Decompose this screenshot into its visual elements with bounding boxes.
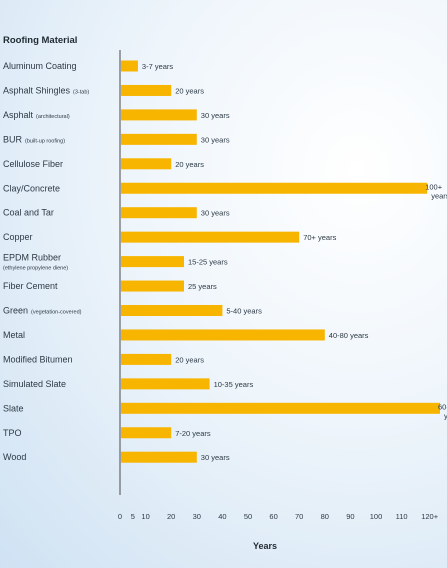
category-label: Aluminum Coating bbox=[3, 61, 77, 71]
bar bbox=[121, 60, 138, 72]
bar-value-label: 30 years bbox=[201, 453, 230, 462]
category-label: Wood bbox=[3, 452, 26, 462]
bar-value-label: 40-80 years bbox=[329, 331, 369, 340]
bar-value-label: 5-40 years bbox=[226, 307, 262, 316]
bar-value-label: 20 years bbox=[175, 355, 204, 364]
x-tick-label: 5 bbox=[131, 512, 135, 521]
bar-value-label: 10-35 years bbox=[214, 380, 254, 389]
bar-value-label: 20 years bbox=[175, 160, 204, 169]
category-label: Simulated Slate bbox=[3, 379, 66, 389]
bars-group: 3-7 years 20 years 30 years 30 years 20 year… bbox=[121, 60, 447, 463]
category-note: (architectural) bbox=[36, 114, 70, 120]
bar bbox=[121, 158, 172, 170]
bar bbox=[121, 402, 440, 414]
bar bbox=[121, 84, 172, 96]
bar bbox=[121, 231, 300, 243]
category-label: Copper bbox=[3, 232, 33, 242]
bar bbox=[121, 182, 428, 194]
bar-value-label: 15-25 years bbox=[188, 258, 228, 267]
bar-value-label: 25 years bbox=[188, 282, 217, 291]
category-note: (built-up roofing) bbox=[25, 138, 65, 144]
category-label: Coal and Tar bbox=[3, 208, 54, 218]
x-tick-label: 110 bbox=[396, 512, 408, 521]
category-label: BUR bbox=[3, 134, 23, 144]
bar bbox=[121, 305, 223, 316]
category-label: Cellulose Fiber bbox=[3, 159, 63, 169]
category-note: (ethylene propylene diene) bbox=[3, 266, 68, 272]
category-label: Asphalt Shingles bbox=[3, 85, 71, 95]
bar bbox=[121, 427, 172, 439]
bar-value-label: 7-20 years bbox=[175, 429, 211, 438]
category-note: (3-tab) bbox=[73, 89, 89, 95]
x-tick-label: 40 bbox=[218, 512, 226, 521]
category-label: Modified Bitumen bbox=[3, 354, 73, 364]
x-axis-label: Years bbox=[253, 541, 277, 551]
bar bbox=[121, 329, 325, 341]
bar bbox=[121, 207, 197, 219]
chart-header: Roofing Material bbox=[3, 35, 77, 46]
bar-value-label: 100+ bbox=[425, 182, 443, 191]
bar bbox=[121, 451, 197, 463]
bar bbox=[121, 353, 172, 365]
bar-value-label: 30 years bbox=[201, 135, 230, 144]
bar-value-label: 70+ years bbox=[303, 233, 336, 242]
category-label: Fiber Cement bbox=[3, 281, 58, 291]
category-labels: Aluminum Coating Asphalt Shingles (3-tab) A… bbox=[3, 61, 89, 462]
bar-value-label-unit: years bbox=[444, 411, 447, 420]
category-label: EPDM Rubber bbox=[3, 253, 61, 263]
category-note: (vegetation-covered) bbox=[31, 310, 82, 316]
category-label: Asphalt bbox=[3, 110, 34, 120]
x-tick-label: 10 bbox=[141, 512, 149, 521]
category-label: TPO bbox=[3, 428, 22, 438]
x-tick-label: 80 bbox=[321, 512, 329, 521]
category-label: Metal bbox=[3, 330, 25, 340]
category-label: Clay/Concrete bbox=[3, 183, 60, 193]
x-tick-label: 30 bbox=[193, 512, 201, 521]
x-tick-label: 70 bbox=[295, 512, 303, 521]
category-label: Green bbox=[3, 306, 28, 316]
x-tick-label: 60 bbox=[269, 512, 277, 521]
bar-value-label: 30 years bbox=[201, 209, 230, 218]
bar-value-label: 20 years bbox=[175, 86, 204, 95]
x-tick-label: 20 bbox=[167, 512, 175, 521]
bar-value-label: 3-7 years bbox=[142, 62, 174, 71]
bar-value-label: 60-150 bbox=[438, 402, 447, 411]
bar-value-label-unit: years bbox=[431, 191, 447, 200]
bar bbox=[121, 109, 197, 121]
x-tick-label: 0 bbox=[118, 512, 122, 521]
bar bbox=[121, 256, 184, 268]
category-label: Slate bbox=[3, 403, 24, 413]
x-tick-label: 90 bbox=[346, 512, 354, 521]
x-tick-label: 50 bbox=[244, 512, 252, 521]
x-tick-label: 100 bbox=[370, 512, 383, 521]
x-tick-labels: 0 5 10 20 30 40 50 60 70 80 90 100 110 120+ bbox=[118, 512, 439, 521]
bar bbox=[121, 133, 197, 145]
bar-value-label: 30 years bbox=[201, 111, 230, 120]
bar bbox=[121, 378, 210, 390]
x-tick-label: 120+ bbox=[421, 512, 439, 521]
bar bbox=[121, 280, 184, 292]
